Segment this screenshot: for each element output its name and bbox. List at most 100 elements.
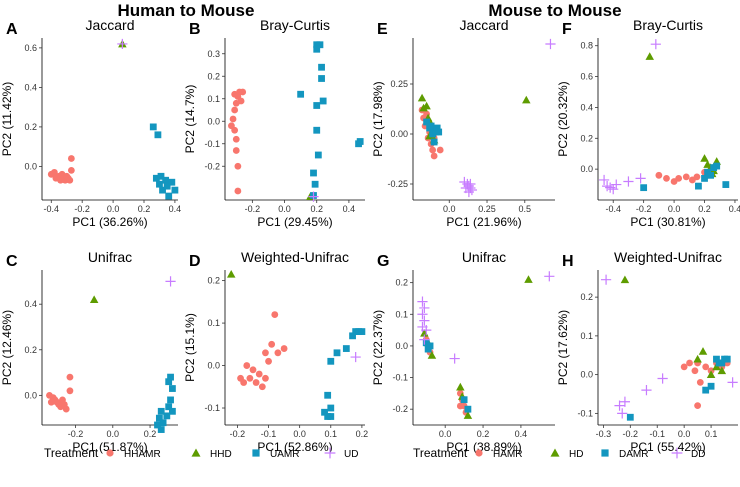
data-point bbox=[231, 106, 239, 114]
data-point bbox=[152, 174, 160, 182]
x-tick-label: 0.0 bbox=[278, 204, 291, 214]
data-point bbox=[157, 407, 165, 415]
data-point bbox=[318, 75, 325, 82]
data-point bbox=[417, 309, 428, 320]
data-point bbox=[419, 334, 430, 345]
data-point bbox=[620, 275, 630, 284]
x-axis-label: PC1 (55.42%) bbox=[630, 440, 705, 454]
data-point bbox=[456, 402, 464, 410]
data-point bbox=[723, 355, 731, 363]
panel-title: Weighted-Unifrac bbox=[614, 249, 722, 265]
x-tick-label: 0.2 bbox=[356, 429, 369, 439]
data-point bbox=[310, 169, 317, 177]
y-tick-label: -0.1 bbox=[392, 373, 408, 383]
data-point bbox=[626, 413, 634, 421]
data-point bbox=[50, 168, 58, 176]
x-tick-label: 0.4 bbox=[515, 429, 528, 439]
data-point bbox=[171, 186, 179, 194]
data-point bbox=[169, 385, 176, 392]
y-tick-label: 0.1 bbox=[207, 94, 220, 104]
data-point bbox=[545, 38, 556, 50]
data-point bbox=[430, 152, 438, 160]
legend-item-label: HHAMR bbox=[124, 449, 161, 460]
panel-label: E bbox=[377, 21, 388, 38]
legend-key-plus bbox=[671, 447, 683, 459]
x-tick-label: 0.4 bbox=[343, 204, 356, 214]
panel-C: -0.2 0.0 0.2 0.0 0.2 0.4 Unifrac C PC1 (51.87%) P… bbox=[0, 249, 178, 454]
legend-key-triangle bbox=[191, 448, 201, 457]
data-point bbox=[718, 359, 726, 367]
data-point bbox=[435, 128, 443, 136]
data-point bbox=[598, 174, 610, 186]
data-point bbox=[157, 172, 165, 180]
legend-right: Treatment HAMR HD DAMR DD bbox=[413, 446, 705, 460]
data-point bbox=[419, 302, 430, 314]
data-point bbox=[252, 379, 260, 386]
group-title-right: Mouse to Mouse bbox=[488, 1, 621, 20]
y-axis-label: PC2 (17.62%) bbox=[556, 310, 570, 385]
y-axis-label: PC2 (14.7%) bbox=[183, 85, 197, 154]
data-point bbox=[713, 162, 721, 170]
data-point bbox=[611, 179, 622, 190]
legend-item-label: UAMR bbox=[270, 449, 299, 460]
data-point bbox=[327, 404, 335, 412]
series-damr bbox=[422, 339, 472, 413]
series-ud bbox=[117, 38, 128, 50]
data-point bbox=[465, 178, 476, 190]
legend-item-label: HAMR bbox=[493, 449, 522, 460]
data-point bbox=[695, 182, 702, 190]
y-tick-label: 0.1 bbox=[207, 318, 220, 328]
data-point bbox=[255, 370, 263, 378]
x-tick-label: -0.2 bbox=[623, 429, 639, 439]
x-tick-label: 0.0 bbox=[107, 204, 120, 214]
y-tick-label: 0.8 bbox=[580, 41, 593, 51]
data-point bbox=[426, 342, 434, 350]
data-point bbox=[623, 176, 634, 187]
data-point bbox=[66, 387, 74, 395]
data-point bbox=[456, 382, 465, 391]
y-tick-label: 0.2 bbox=[580, 133, 593, 143]
series-damr bbox=[423, 118, 443, 146]
data-point bbox=[707, 382, 715, 390]
x-tick-label: -0.1 bbox=[261, 429, 277, 439]
x-tick-label: 0.2 bbox=[698, 204, 711, 214]
y-tick-label: 0.0 bbox=[207, 116, 220, 126]
data-point bbox=[313, 126, 321, 134]
data-point bbox=[422, 101, 431, 110]
y-axis-label: PC2 (22.37%) bbox=[371, 310, 385, 385]
panel-label: A bbox=[6, 21, 18, 38]
data-point bbox=[226, 269, 236, 278]
data-point bbox=[159, 186, 166, 194]
data-point bbox=[417, 93, 427, 102]
data-point bbox=[663, 175, 670, 182]
y-tick-label: -0.2 bbox=[392, 404, 408, 414]
panel-label: F bbox=[562, 21, 572, 38]
x-axis-label: PC1 (21.96%) bbox=[446, 215, 521, 229]
data-point bbox=[701, 175, 708, 182]
data-point bbox=[342, 345, 350, 352]
data-point bbox=[635, 173, 646, 184]
data-point bbox=[544, 271, 555, 282]
x-axis-label: PC1 (52.86%) bbox=[257, 440, 332, 454]
data-point bbox=[159, 419, 167, 427]
y-tick-label: 0.2 bbox=[207, 71, 220, 81]
data-point bbox=[249, 366, 257, 374]
x-tick-label: 0.0 bbox=[439, 429, 452, 439]
legend-item-label: UD bbox=[344, 449, 358, 460]
series-ud bbox=[308, 191, 319, 202]
panel-label: D bbox=[189, 253, 201, 270]
data-point bbox=[239, 88, 247, 96]
series-hd bbox=[420, 275, 533, 419]
data-point bbox=[717, 366, 727, 375]
x-tick-label: -0.3 bbox=[596, 429, 612, 439]
legend-title: Treatment bbox=[44, 446, 99, 460]
y-tick-label: 0.2 bbox=[580, 292, 593, 302]
data-point bbox=[655, 171, 663, 179]
data-point bbox=[154, 421, 161, 429]
panel-D: -0.2 -0.1 0.0 0.1 0.2 -0.1 0.0 0.1 0.2 Weighted-U… bbox=[183, 249, 368, 454]
data-point bbox=[696, 378, 704, 386]
data-point bbox=[165, 276, 176, 287]
data-point bbox=[727, 377, 738, 388]
panel-title: Weighted-Unifrac bbox=[241, 249, 349, 265]
data-point bbox=[313, 102, 321, 109]
